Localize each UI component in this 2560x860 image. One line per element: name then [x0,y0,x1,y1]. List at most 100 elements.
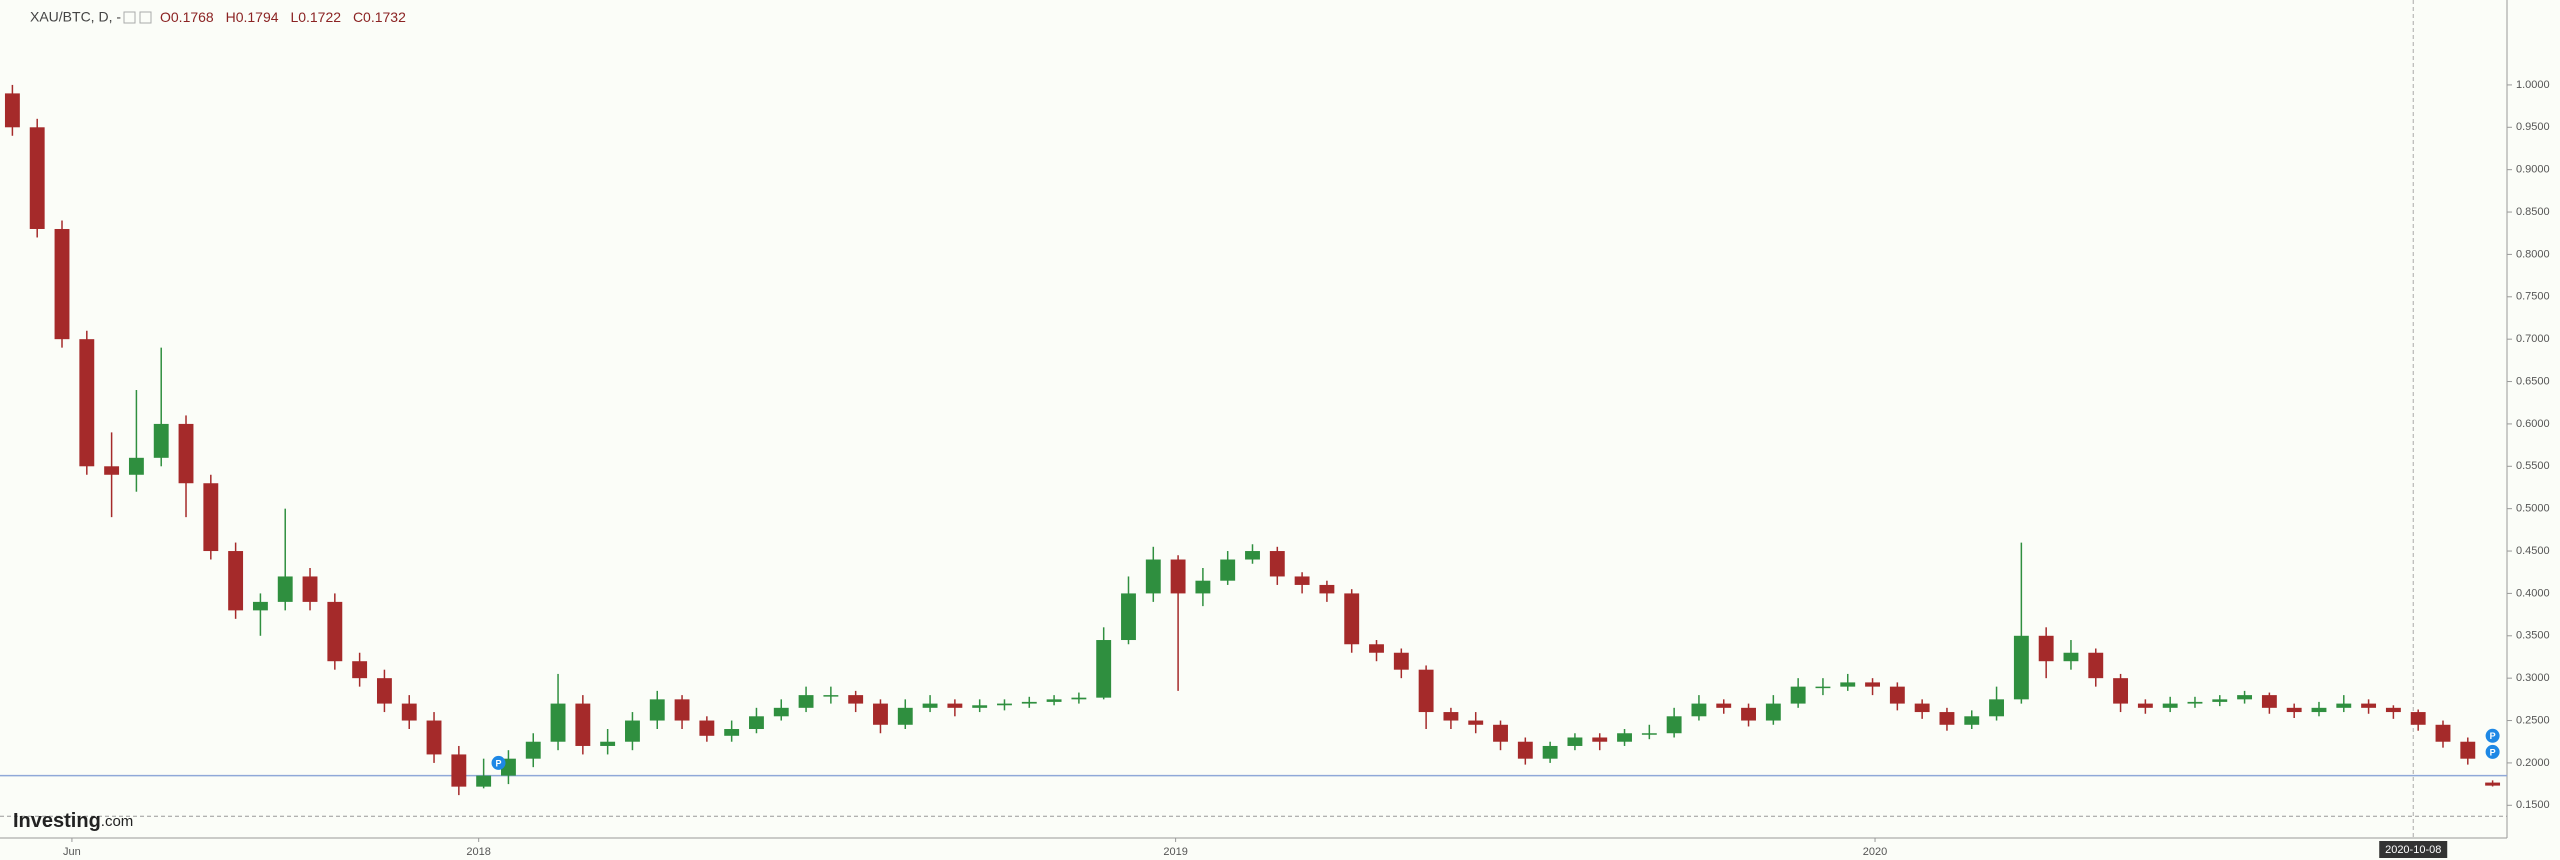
y-tick-label: 0.2500 [2516,714,2550,726]
header-icon[interactable] [139,11,152,24]
x-tick-label: Jun [63,846,81,858]
candle-body [1542,745,1558,759]
y-tick-label: 0.8500 [2516,206,2550,218]
candle-body [1294,576,1310,585]
candle-body [1914,703,1930,713]
candle-body [625,720,640,742]
candle-body [2013,635,2029,700]
y-tick-label: 0.9000 [2516,164,2550,176]
event-marker [491,755,506,770]
event-label: P [2490,731,2496,741]
candle-body [228,551,244,611]
candle-body [252,601,268,611]
candle-body [2410,712,2426,725]
candle-body [1815,686,1831,689]
candle-body [2485,782,2501,786]
candle-body [2361,703,2377,708]
y-tick-label: 0.7500 [2516,291,2550,303]
candle-body [401,703,417,721]
candle-body [128,457,144,475]
candle-body [1493,724,1508,742]
candle-body [2261,695,2277,708]
candle-body [79,339,95,467]
candle-body [575,703,591,746]
candle-body [823,695,839,697]
candle-body [699,720,715,736]
y-tick-label: 0.2000 [2516,757,2550,769]
candle-body [2137,703,2153,708]
ohlc-high: H0.1794 [226,9,279,25]
candle-body [773,707,789,717]
event-marker [2485,744,2500,759]
crosshair-label-bg [2379,841,2448,858]
x-tick-label: 2019 [1163,846,1187,858]
candle-body [1840,682,1856,687]
candle-body [2088,652,2104,679]
candle-body [178,423,194,484]
candle-body [1245,551,1260,560]
y-tick-label: 0.6000 [2516,418,2550,430]
candle-body [1716,703,1732,708]
candle-body [1220,559,1236,581]
candle-body [1964,716,1980,725]
candle-body [1195,580,1211,594]
candle-body [1567,737,1583,746]
candle-body [1641,733,1657,735]
candle-body [2162,703,2178,708]
candle-body [2460,741,2476,759]
candle-body [674,699,690,721]
candle-body [1393,652,1409,670]
logo: Investing.com [13,810,133,832]
ohlc-open: O0.1768 [160,9,214,25]
event-label: P [496,758,502,768]
candle-body [2187,701,2203,704]
ohlc: O0.1768 H0.1794 L0.1722 C0.1732 [160,9,406,25]
candle-body [2113,678,2129,704]
candle-body [2286,707,2302,713]
candle-body [1269,551,1285,577]
y-tick-label: 0.8000 [2516,248,2550,260]
candle-body [525,741,541,759]
candle-body [798,695,814,708]
candle-body [1170,559,1186,594]
candle-body [2063,652,2079,662]
candle-body [1666,716,1682,734]
candle-body [1617,733,1632,742]
candle-body [1418,669,1434,713]
candle-body [922,703,938,708]
x-tick-label: 2020-10-08 [2385,844,2441,856]
x-tick-label: 2020 [1863,846,1887,858]
candle-body [997,703,1012,706]
candle-body [2336,703,2352,708]
ohlc-low: L0.1722 [290,9,341,25]
header-icon[interactable] [123,11,136,24]
y-tick-label: 0.1500 [2516,799,2550,811]
candle-body [1096,640,1112,698]
candle-body [1021,701,1037,704]
candle-body [476,775,492,787]
y-tick-label: 0.4500 [2516,545,2550,557]
event-label: P [2490,747,2496,757]
candle-body [1319,584,1335,594]
candle-body [352,661,368,679]
candle-body [451,754,467,787]
candle-body [2385,707,2401,713]
candle-body [724,729,740,736]
y-tick-label: 0.7000 [2516,333,2550,345]
candle-body [29,127,45,229]
candle-body [302,576,318,602]
candle-body [376,678,392,704]
event-marker [2485,728,2500,743]
y-tick-label: 0.6500 [2516,375,2550,387]
candle-body [327,601,343,662]
symbol: XAU/BTC, D, - [30,9,121,25]
x-tick-label: 2018 [466,846,490,858]
candle-body [649,699,665,721]
logo-suffix: .com [101,813,134,830]
candle-body [104,466,120,475]
y-tick-label: 0.3000 [2516,672,2550,684]
candle-body [1691,703,1707,717]
candle-body [426,720,442,755]
y-tick-label: 1.0000 [2516,79,2550,91]
